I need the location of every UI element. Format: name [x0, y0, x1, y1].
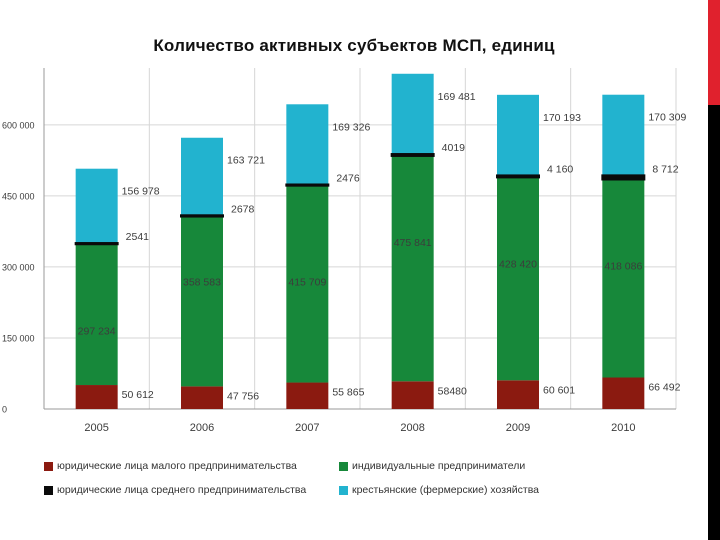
data-label-individual-inner: 415 709 — [288, 277, 326, 289]
bar-small-legal — [391, 381, 434, 409]
data-label-small-legal: 55 865 — [332, 387, 364, 399]
y-tick-label: 0 — [2, 405, 7, 415]
bar-small-legal — [286, 382, 329, 409]
bar-farm — [602, 94, 645, 176]
legend-swatch-farm — [339, 485, 348, 495]
data-label-farm: 169 481 — [438, 91, 476, 103]
y-tick-label: 600 000 — [2, 120, 35, 130]
data-label-farm: 156 978 — [122, 186, 160, 198]
data-label-individual: 358 583 — [183, 276, 221, 288]
data-label-medium-legal: 4019 — [442, 142, 466, 154]
data-label-farm: 169 326 — [332, 121, 370, 133]
bar-medium-legal-outline — [601, 174, 646, 181]
accent-bar-top — [708, 0, 720, 105]
x-tick-label: 2009 — [506, 422, 530, 434]
bar-farm — [391, 73, 434, 155]
bar-medium-legal-outline — [285, 183, 330, 187]
data-label-small-legal: 47 756 — [227, 390, 259, 402]
legend-item-medium-legal: юридические лица среднего предпринимател… — [44, 484, 339, 496]
bar-small-legal — [497, 380, 539, 409]
accent-bar-bottom — [708, 105, 720, 540]
legend-item-individual: индивидуальные предприниматели — [339, 460, 604, 472]
bar-small-legal — [602, 377, 645, 409]
legend-swatch-individual — [339, 461, 348, 471]
legend-item-farm: крестьянские (фермерские) хозяйства — [339, 484, 604, 496]
data-label-individual: 297 234 — [78, 326, 116, 338]
bar-individual — [497, 177, 539, 381]
bar-small-legal — [181, 386, 223, 409]
data-label-small-legal: 66 492 — [648, 382, 680, 394]
legend-item-small-legal: юридические лица малого предпринимательс… — [44, 460, 339, 472]
data-label-medium-legal: 2541 — [126, 231, 150, 243]
bar-medium-legal-outline — [496, 174, 540, 179]
data-label-small-legal: 50 612 — [122, 389, 154, 401]
bar-individual — [181, 216, 223, 387]
chart-title: Количество активных субъектов МСП, едини… — [153, 36, 555, 55]
data-label-farm: 163 721 — [227, 155, 265, 167]
bar-individual — [286, 185, 329, 383]
y-tick-label: 300 000 — [2, 262, 35, 272]
data-label-medium-legal: 8 712 — [652, 163, 678, 175]
legend-label-individual: индивидуальные предприниматели — [352, 460, 526, 472]
y-tick-label: 450 000 — [2, 191, 35, 201]
bar-medium-legal-outline — [74, 242, 119, 246]
legend-swatch-medium-legal — [44, 485, 53, 495]
bar-medium-legal-outline — [180, 214, 224, 218]
data-label-medium-legal: 2678 — [231, 203, 255, 215]
data-label-small-legal: 60 601 — [543, 384, 575, 396]
x-tick-label: 2008 — [400, 422, 424, 434]
bar-individual — [75, 244, 118, 386]
data-label-farm: 170 309 — [648, 112, 686, 124]
x-tick-label: 2006 — [190, 422, 214, 434]
bar-small-legal — [75, 385, 118, 409]
data-label-small-legal: 58480 — [438, 385, 467, 397]
bar-farm — [497, 94, 539, 176]
data-label-individual-inner: 428 420 — [499, 258, 537, 270]
bar-farm — [75, 168, 118, 244]
data-label-medium-legal: 4 160 — [547, 163, 573, 175]
x-tick-label: 2010 — [611, 422, 635, 434]
data-label-individual-inner: 418 086 — [604, 260, 642, 272]
x-tick-label: 2007 — [295, 422, 319, 434]
data-label-farm: 170 193 — [543, 112, 581, 124]
bar-medium-legal-outline — [390, 153, 435, 157]
legend-swatch-small-legal — [44, 461, 53, 471]
data-label-medium-legal: 2476 — [336, 172, 360, 184]
x-tick-label: 2005 — [84, 422, 108, 434]
chart-legend: юридические лица малого предпринимательс… — [44, 460, 604, 496]
bar-individual — [391, 155, 434, 382]
bar-individual — [602, 179, 645, 378]
legend-label-farm: крестьянские (фермерские) хозяйства — [352, 484, 540, 496]
y-tick-label: 150 000 — [2, 333, 35, 343]
bar-farm — [286, 104, 329, 185]
bar-farm — [181, 137, 223, 216]
legend-label-small-legal: юридические лица малого предпринимательс… — [57, 460, 297, 472]
data-label-individual-inner: 475 841 — [394, 237, 432, 249]
legend-label-medium-legal: юридические лица среднего предпринимател… — [57, 484, 307, 496]
